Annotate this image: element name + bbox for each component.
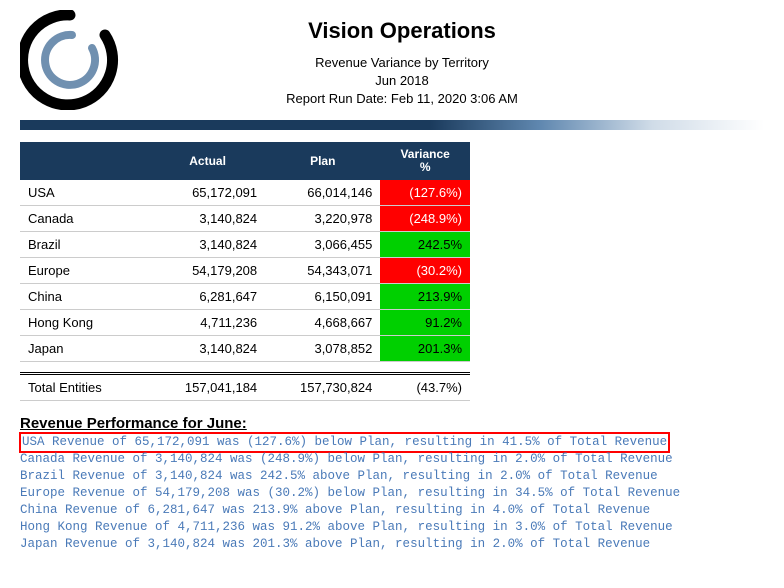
report-subtitle-2: Jun 2018 (140, 72, 664, 90)
total-actual: 157,041,184 (150, 374, 265, 401)
performance-line: Brazil Revenue of 3,140,824 was 242.5% a… (20, 468, 764, 485)
row-label: Brazil (20, 232, 150, 258)
row-actual: 3,140,824 (150, 206, 265, 232)
row-plan: 3,078,852 (265, 336, 380, 362)
row-label: China (20, 284, 150, 310)
table-header-row: Actual Plan Variance % (20, 142, 470, 180)
row-label: Japan (20, 336, 150, 362)
performance-line: Canada Revenue of 3,140,824 was (248.9%)… (20, 451, 764, 468)
variance-table: Actual Plan Variance % USA65,172,09166,0… (20, 142, 470, 401)
highlighted-line: USA Revenue of 65,172,091 was (127.6%) b… (19, 432, 670, 453)
table-row: Europe54,179,20854,343,071(30.2%) (20, 258, 470, 284)
row-variance: 91.2% (380, 310, 470, 336)
row-actual: 6,281,647 (150, 284, 265, 310)
row-label: Europe (20, 258, 150, 284)
row-actual: 3,140,824 (150, 232, 265, 258)
col-actual: Actual (150, 142, 265, 180)
performance-lines: USA Revenue of 65,172,091 was (127.6%) b… (20, 434, 764, 552)
table-row: Brazil3,140,8243,066,455242.5% (20, 232, 470, 258)
performance-line: Hong Kong Revenue of 4,711,236 was 91.2%… (20, 519, 764, 536)
table-row: Canada3,140,8243,220,978(248.9%) (20, 206, 470, 232)
total-variance: (43.7%) (380, 374, 470, 401)
total-plan: 157,730,824 (265, 374, 380, 401)
col-variance: Variance % (380, 142, 470, 180)
row-variance: (30.2%) (380, 258, 470, 284)
row-label: USA (20, 180, 150, 206)
row-variance: 201.3% (380, 336, 470, 362)
row-plan: 54,343,071 (265, 258, 380, 284)
table-row: Japan3,140,8243,078,852201.3% (20, 336, 470, 362)
row-plan: 4,668,667 (265, 310, 380, 336)
report-run-date: Report Run Date: Feb 11, 2020 3:06 AM (140, 90, 664, 108)
row-label: Canada (20, 206, 150, 232)
row-plan: 66,014,146 (265, 180, 380, 206)
col-blank (20, 142, 150, 180)
table-body: USA65,172,09166,014,146(127.6%)Canada3,1… (20, 180, 470, 401)
row-actual: 4,711,236 (150, 310, 265, 336)
row-label: Hong Kong (20, 310, 150, 336)
total-row: Total Entities157,041,184157,730,824(43.… (20, 374, 470, 401)
row-plan: 3,220,978 (265, 206, 380, 232)
divider-bar (20, 120, 764, 130)
performance-title: Revenue Performance for June: (20, 415, 764, 432)
report-title: Vision Operations (140, 18, 664, 44)
table-row: USA65,172,09166,014,146(127.6%) (20, 180, 470, 206)
report-header: Vision Operations Revenue Variance by Te… (20, 10, 764, 110)
row-actual: 3,140,824 (150, 336, 265, 362)
row-plan: 6,150,091 (265, 284, 380, 310)
row-variance: 213.9% (380, 284, 470, 310)
performance-line: China Revenue of 6,281,647 was 213.9% ab… (20, 502, 764, 519)
row-plan: 3,066,455 (265, 232, 380, 258)
performance-line: Europe Revenue of 54,179,208 was (30.2%)… (20, 485, 764, 502)
table-row: China6,281,6476,150,091213.9% (20, 284, 470, 310)
row-actual: 65,172,091 (150, 180, 265, 206)
logo-icon (20, 10, 120, 110)
report-subtitle-1: Revenue Variance by Territory (140, 54, 664, 72)
total-label: Total Entities (20, 374, 150, 401)
row-variance: (248.9%) (380, 206, 470, 232)
row-variance: (127.6%) (380, 180, 470, 206)
header-text-block: Vision Operations Revenue Variance by Te… (140, 10, 764, 109)
row-variance: 242.5% (380, 232, 470, 258)
performance-line: Japan Revenue of 3,140,824 was 201.3% ab… (20, 536, 764, 553)
performance-line: USA Revenue of 65,172,091 was (127.6%) b… (20, 434, 764, 451)
table-row: Hong Kong4,711,2364,668,66791.2% (20, 310, 470, 336)
col-plan: Plan (265, 142, 380, 180)
row-actual: 54,179,208 (150, 258, 265, 284)
